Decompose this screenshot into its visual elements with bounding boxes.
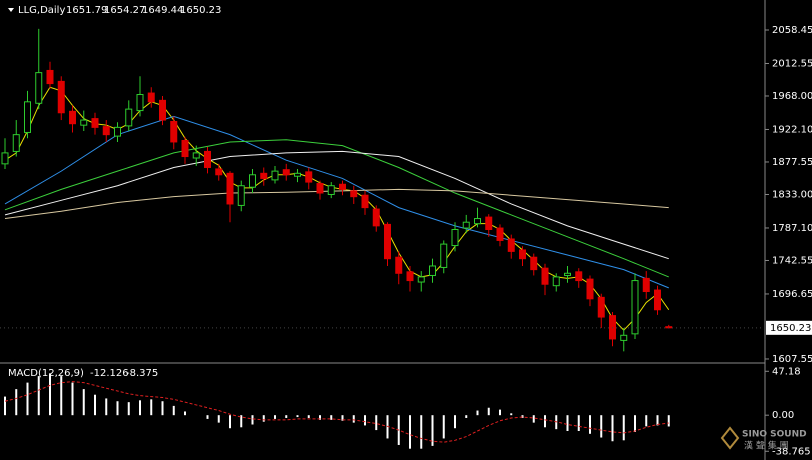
candle-body xyxy=(114,126,121,137)
candle-body xyxy=(384,223,391,260)
candle-body xyxy=(24,101,31,133)
candle-body xyxy=(339,183,346,190)
candle-body xyxy=(440,243,448,268)
macd-y-tick-label: 0.00 xyxy=(772,410,794,421)
symbol-label: LLG,Daily xyxy=(18,5,65,16)
candle-body xyxy=(46,69,54,85)
ohlc-high: 1654.27 xyxy=(104,5,145,16)
candle-body xyxy=(294,172,301,177)
candle-body xyxy=(91,118,99,128)
candle-body xyxy=(204,150,211,168)
candle-body xyxy=(620,334,628,341)
candle-body xyxy=(350,190,358,198)
ohlc-low: 1649.44 xyxy=(142,5,183,16)
candle-body xyxy=(462,221,470,229)
candle-body xyxy=(496,227,504,241)
last-price-box xyxy=(766,320,812,335)
moving-average xyxy=(4,150,669,260)
candle-body xyxy=(564,272,571,276)
candle-body xyxy=(1,152,9,165)
candle-body xyxy=(541,267,549,285)
macd-title: MACD(12,26,9) xyxy=(8,368,84,379)
candle-body xyxy=(69,110,76,125)
candle-body xyxy=(125,108,133,127)
candle-body xyxy=(372,208,380,227)
watermark-logo xyxy=(720,426,740,450)
macd-signal-value: -8.375 xyxy=(126,368,158,379)
candle-body xyxy=(102,126,110,136)
candle-body xyxy=(451,229,459,247)
y-tick-label: 1607.55 xyxy=(772,354,812,365)
candle-body xyxy=(485,216,493,231)
candle-body xyxy=(136,94,144,112)
candle-body xyxy=(215,168,223,176)
y-tick-label: 2058.45 xyxy=(772,25,812,36)
y-tick-label: 1833.00 xyxy=(772,189,812,200)
candle-body xyxy=(12,134,20,152)
candle-body xyxy=(181,139,189,158)
candle-body xyxy=(35,72,43,104)
candle-body xyxy=(395,256,403,274)
candle-body xyxy=(654,289,661,311)
candle-body xyxy=(170,121,178,143)
candle-body xyxy=(260,172,268,179)
candle-body xyxy=(361,194,369,209)
candle-body xyxy=(271,170,279,181)
candle-body xyxy=(575,271,583,282)
last-price-label: 1650.23 xyxy=(770,323,811,334)
menu-arrow[interactable] xyxy=(8,8,14,12)
macd-y-tick-label: 47.18 xyxy=(772,366,801,377)
watermark-brand: SINO SOUND xyxy=(742,430,807,440)
ohlc-close: 1650.23 xyxy=(180,5,221,16)
candle-body xyxy=(282,169,290,176)
candle-body xyxy=(57,80,65,114)
y-tick-label: 1968.00 xyxy=(772,91,812,102)
candle-body xyxy=(406,271,414,282)
candle-body xyxy=(226,172,234,205)
candle-body xyxy=(519,249,526,260)
candle-body xyxy=(631,280,639,335)
ohlc-open: 1651.79 xyxy=(66,5,107,16)
y-tick-label: 1922.10 xyxy=(772,124,812,135)
candle-body xyxy=(507,238,515,252)
candle-body xyxy=(474,218,481,225)
candle-body xyxy=(642,277,650,293)
macd-y-tick-label: -38.765 xyxy=(772,446,811,457)
candle-body xyxy=(327,185,335,195)
candle-body xyxy=(552,276,560,287)
candle-body xyxy=(530,256,538,271)
candle-body xyxy=(609,315,616,340)
candle-body xyxy=(429,265,436,276)
candle-body xyxy=(316,183,324,194)
y-tick-label: 1877.55 xyxy=(772,157,812,168)
moving-average xyxy=(4,139,669,278)
watermark-subtitle: 漢 聲 集 團 xyxy=(744,440,789,452)
candle-body xyxy=(192,152,200,159)
candle-body xyxy=(586,278,594,300)
candle-body xyxy=(417,276,425,283)
candle-body xyxy=(597,296,605,318)
y-tick-label: 1742.55 xyxy=(772,255,812,266)
y-tick-label: 1787.10 xyxy=(772,223,812,234)
candle-body xyxy=(159,99,166,121)
candle-body xyxy=(80,119,88,126)
macd-main-value: -12.126 xyxy=(90,368,129,379)
candle-body xyxy=(305,171,313,183)
watermark: SINO SOUND 漢 聲 集 團 xyxy=(720,426,807,452)
candle-body xyxy=(249,174,256,188)
y-tick-label: 1696.65 xyxy=(772,289,812,300)
candle-body xyxy=(147,92,155,103)
candle-body xyxy=(237,185,245,206)
y-tick-label: 2012.55 xyxy=(772,58,812,69)
